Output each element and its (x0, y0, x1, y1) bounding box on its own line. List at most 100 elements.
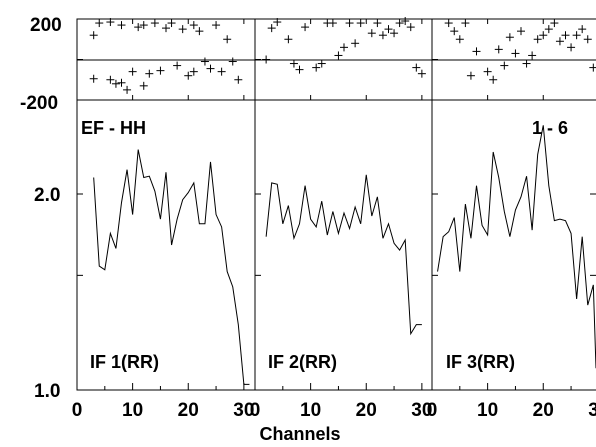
phase-point (200, 57, 209, 66)
phase-point (578, 25, 587, 34)
phase-point (206, 64, 215, 73)
phase-point (134, 23, 143, 32)
phase-point (156, 66, 165, 75)
x-tick-labels: 010203001020300102030 (72, 400, 596, 421)
phase-point (273, 18, 282, 27)
phase-point (289, 59, 298, 68)
phase-point (511, 49, 520, 58)
phase-point (412, 63, 421, 72)
amplitude-line-3 (437, 125, 596, 369)
phase-point (450, 27, 459, 36)
phase-point (89, 31, 98, 40)
phase-point (555, 37, 564, 46)
x-tick-label: 30 (588, 400, 596, 421)
amp-tick-1: 1.0 (34, 381, 60, 402)
phase-point (123, 85, 132, 94)
phase-point (139, 21, 148, 30)
phase-point (406, 23, 415, 32)
series-label-if2: IF 2(RR) (268, 352, 337, 372)
phase-point (212, 21, 221, 30)
phase-point (95, 19, 104, 28)
phase-point (500, 61, 509, 70)
phase-point (295, 65, 304, 74)
x-axis-title: Channels (259, 424, 340, 442)
phase-point (223, 35, 232, 44)
x-tick-label: 10 (477, 400, 498, 421)
phase-point (345, 19, 354, 28)
phase-point (384, 25, 393, 34)
outer-frame (76, 18, 596, 391)
phase-point (505, 33, 514, 42)
phase-point (173, 61, 182, 70)
phase-point (583, 35, 592, 44)
phase-point (550, 19, 559, 28)
phase-point (228, 57, 237, 66)
phase-point (589, 63, 596, 72)
phase-point (539, 31, 548, 40)
phase-point (328, 19, 337, 28)
phase-point (195, 27, 204, 36)
phase-point (162, 24, 170, 33)
x-tick-label: 30 (233, 400, 254, 421)
phase-point (373, 19, 382, 28)
data-marks (89, 17, 596, 385)
x-tick-label: 0 (72, 400, 83, 421)
phase-point (444, 19, 453, 28)
x-tick-label: 0 (427, 400, 438, 421)
phase-point (517, 27, 525, 36)
phase-point (466, 71, 475, 80)
x-tick-label: 10 (300, 400, 321, 421)
phase-point (367, 29, 376, 38)
phase-point (334, 51, 343, 60)
phase-tick-200: 200 (30, 15, 62, 36)
phase-point (184, 71, 193, 80)
phase-point (189, 67, 198, 76)
phase-point (117, 78, 126, 87)
phase-point (401, 17, 410, 26)
phase-point (128, 67, 137, 76)
x-tick-label: 20 (356, 400, 377, 421)
phase-point (301, 23, 310, 32)
phase-point (567, 43, 576, 52)
series-label-if1: IF 1(RR) (90, 352, 159, 372)
phase-tick-neg200: -200 (20, 93, 58, 114)
phase-point (106, 18, 115, 27)
phase-point (533, 35, 542, 44)
phase-point (217, 67, 226, 76)
phase-point (561, 31, 570, 40)
phase-point (378, 31, 387, 40)
axis-labels: 200 -200 2.0 1.0 EF - HH 1 - 6 IF 1(RR) … (20, 15, 568, 444)
phase-point (483, 67, 492, 76)
x-tick-label: 20 (178, 400, 199, 421)
x-tick-label: 10 (122, 400, 143, 421)
phase-point (106, 75, 115, 84)
amp-tick-2: 2.0 (34, 185, 60, 206)
phase-point (489, 75, 498, 84)
subset-label: 1 - 6 (532, 118, 568, 138)
phase-point (472, 47, 481, 56)
phase-point (167, 19, 176, 28)
phase-point (89, 74, 98, 83)
phase-point (111, 79, 120, 88)
phase-point (544, 25, 553, 34)
phase-point (461, 19, 470, 28)
phase-point (528, 51, 537, 60)
x-tick-label: 0 (250, 400, 261, 421)
phase-point (356, 19, 365, 28)
phase-point (317, 59, 326, 68)
phase-point (494, 45, 503, 54)
phase-point (234, 75, 243, 84)
x-tick-label: 20 (533, 400, 554, 421)
panel-frames (76, 18, 596, 391)
tick-marks (76, 19, 596, 391)
phase-point (145, 69, 154, 78)
phase-point (139, 81, 148, 90)
series-label-if3: IF 3(RR) (446, 352, 515, 372)
phase-point (150, 19, 159, 28)
phase-point (351, 39, 360, 48)
phase-point (455, 35, 464, 44)
phase-point (178, 25, 187, 34)
phase-point (390, 29, 399, 38)
